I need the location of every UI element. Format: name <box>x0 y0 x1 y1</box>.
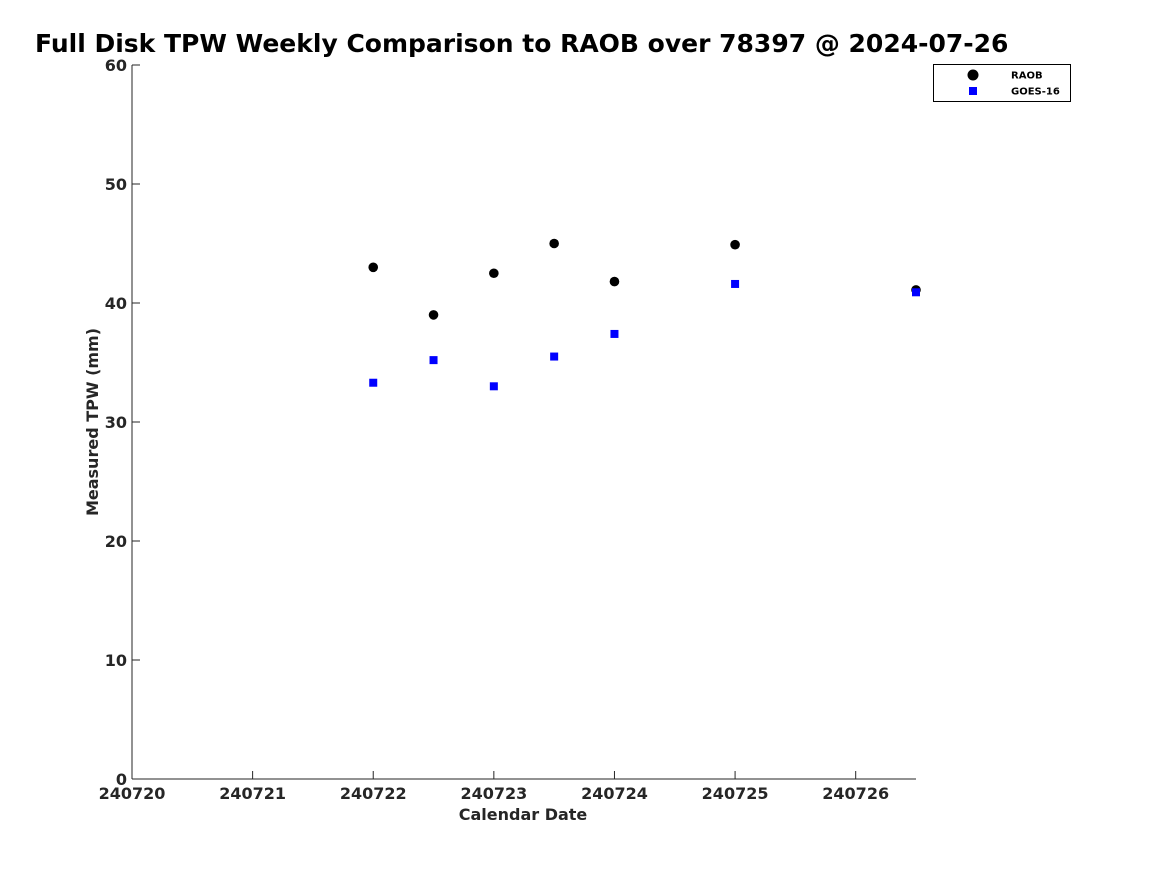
raob-point <box>609 276 620 287</box>
raob-point <box>368 262 379 273</box>
legend-marker-square <box>969 87 977 95</box>
raob-point <box>489 268 499 279</box>
axes: 0 10 20 30 40 50 60 240720 240721 240722 240723 240… <box>99 56 916 803</box>
y-tick-label: 20 <box>105 532 127 551</box>
x-tick-label: 240722 <box>340 784 407 803</box>
x-axis-label: Calendar Date <box>459 805 588 824</box>
y-tick-label: 60 <box>105 56 127 75</box>
y-tick-label: 0 <box>116 770 127 789</box>
x-tick-label: 240721 <box>219 784 286 803</box>
y-axis-label: Measured TPW (mm) <box>83 328 102 516</box>
x-tick-label: 240726 <box>822 784 889 803</box>
y-tick-label: 40 <box>105 294 127 313</box>
goes-point <box>550 352 559 361</box>
legend-label: RAOB <box>1011 71 1043 82</box>
goes-point <box>610 329 619 338</box>
x-tick-label: 240723 <box>460 784 527 803</box>
legend-box <box>933 64 1071 102</box>
data-marks <box>368 238 921 391</box>
goes-point <box>912 288 920 297</box>
legend-marker-circle <box>967 69 979 81</box>
raob-point <box>549 238 559 249</box>
legend-label: GOES-16 <box>1011 87 1060 98</box>
series-raob <box>368 238 921 320</box>
raob-point <box>428 310 439 320</box>
legend: RAOB GOES-16 <box>933 64 1071 102</box>
goes-point <box>369 378 378 387</box>
x-tick-label: 240724 <box>581 784 648 803</box>
y-tick-label: 30 <box>105 413 127 432</box>
chart-title: Full Disk TPW Weekly Comparison to RAOB … <box>35 29 1008 58</box>
raob-point <box>730 239 740 250</box>
y-tick-label: 50 <box>105 175 127 194</box>
series-goes-16 <box>369 279 920 391</box>
x-tick-label: 240725 <box>702 784 769 803</box>
x-tick-label: 240720 <box>99 784 166 803</box>
goes-point <box>429 356 438 365</box>
goes-point <box>489 382 498 391</box>
y-tick-label: 10 <box>105 651 127 670</box>
goes-point <box>731 279 740 288</box>
